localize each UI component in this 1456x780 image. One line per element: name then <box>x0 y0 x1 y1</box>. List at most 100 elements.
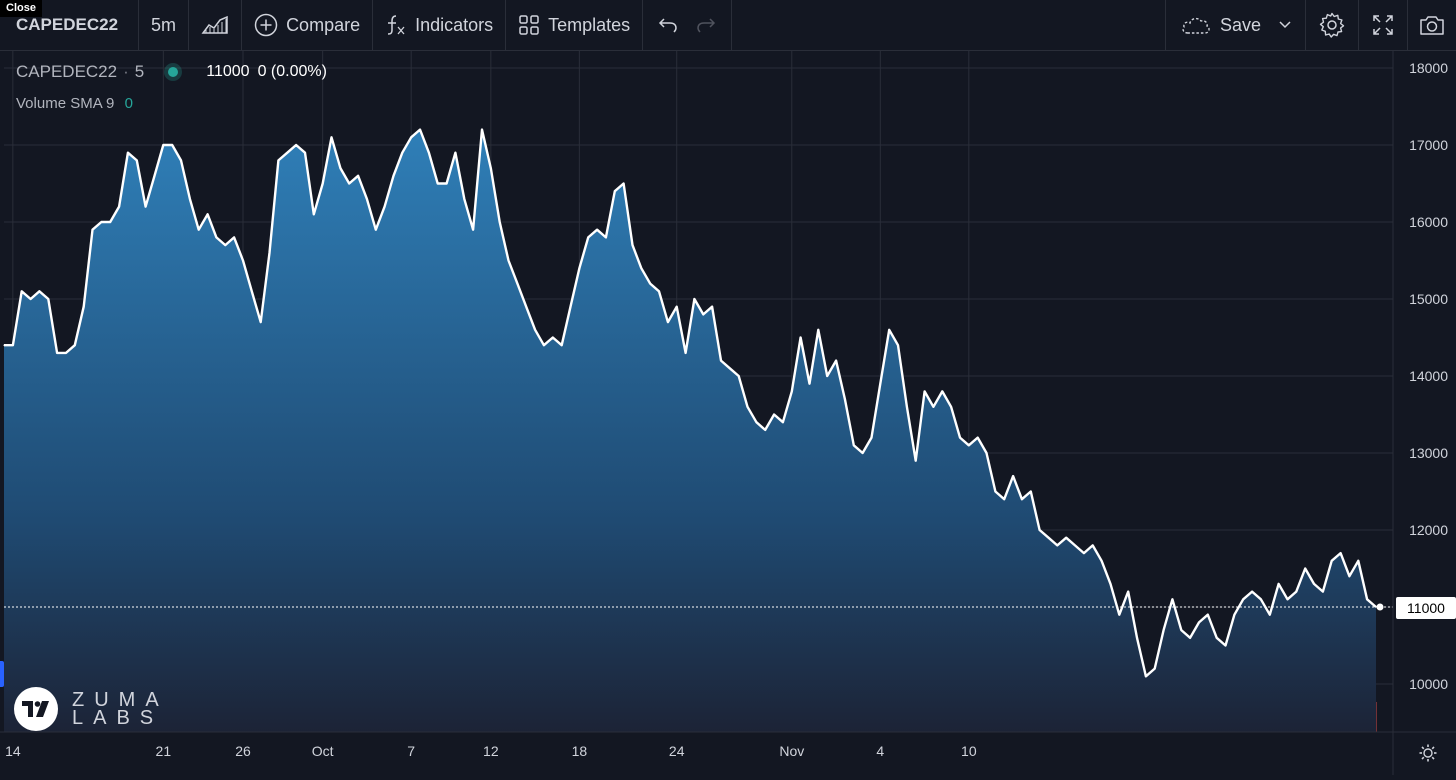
price-point <box>915 460 917 462</box>
price-point <box>251 290 253 292</box>
logo-line-2: LABS <box>72 707 164 729</box>
legend-symbol[interactable]: CAPEDEC22 <box>16 62 118 81</box>
price-point <box>1171 598 1174 600</box>
price-point <box>835 360 837 362</box>
save-button[interactable]: Save <box>1164 0 1305 50</box>
price-point <box>366 198 368 200</box>
price-point <box>1357 560 1359 562</box>
price-point <box>543 344 545 346</box>
price-point <box>658 290 660 292</box>
compare-label: Compare <box>286 14 361 35</box>
plus-circle-icon <box>254 13 278 37</box>
price-point <box>1101 560 1103 562</box>
price-point <box>1242 598 1244 600</box>
gear-icon <box>1318 11 1346 39</box>
top-toolbar: CAPEDEC22 5m Compare Indicators Template… <box>0 0 1456 51</box>
price-point <box>339 167 341 169</box>
price-point <box>702 313 704 315</box>
price-point <box>1136 637 1138 639</box>
price-point <box>693 298 696 300</box>
indicators-button[interactable]: Indicators <box>373 0 507 50</box>
price-point <box>791 390 793 392</box>
price-point <box>888 329 890 331</box>
legend-price: 11000 <box>206 63 250 80</box>
fullscreen-icon <box>1371 13 1395 37</box>
settings-button[interactable] <box>1305 0 1358 50</box>
price-point <box>357 175 359 177</box>
price-point <box>1074 544 1076 546</box>
price-point <box>277 159 279 161</box>
indicator-legend[interactable]: Volume SMA 9 0 <box>16 95 133 112</box>
price-point <box>348 182 350 185</box>
snapshot-button[interactable] <box>1407 0 1456 50</box>
price-point <box>91 229 94 231</box>
chart-area[interactable]: 18000 17000 16000 15000 14000 13000 12000 10000… <box>0 51 1456 775</box>
y-tick-label: 13000 <box>1409 445 1448 461</box>
price-point <box>419 129 421 131</box>
price-point <box>897 344 899 346</box>
price-point <box>596 229 598 231</box>
price-point <box>587 236 589 238</box>
price-point <box>224 244 226 246</box>
price-point <box>994 490 996 493</box>
price-point <box>100 221 102 223</box>
price-point <box>260 321 262 323</box>
close-button[interactable]: Close <box>0 0 42 17</box>
price-point <box>304 152 306 154</box>
price-point <box>826 375 828 377</box>
chevron-down-icon[interactable] <box>1279 21 1291 29</box>
interval-button[interactable]: 5m <box>139 0 190 50</box>
undo-icon[interactable] <box>657 16 679 34</box>
price-point <box>614 190 616 192</box>
price-point <box>684 352 687 354</box>
price-point <box>968 444 970 446</box>
chart-type-button[interactable] <box>189 0 243 50</box>
price-point <box>313 213 315 215</box>
symbol-search-button[interactable]: CAPEDEC22 <box>0 0 140 50</box>
price-point <box>1180 629 1182 631</box>
price-chart[interactable]: 18000 17000 16000 15000 14000 13000 12000 10000… <box>0 51 1456 775</box>
save-label: Save <box>1219 14 1261 35</box>
cloud-icon <box>1180 14 1212 36</box>
y-tick-label: 12000 <box>1409 522 1448 538</box>
price-point <box>47 298 49 300</box>
price-point <box>401 152 403 154</box>
price-point <box>428 152 430 154</box>
price-point <box>375 229 377 231</box>
price-point <box>56 352 58 354</box>
legend-change: 0 (0.00%) <box>257 63 327 80</box>
price-point <box>1348 575 1351 577</box>
price-point <box>746 406 749 408</box>
price-point <box>1286 598 1289 600</box>
price-point <box>729 367 731 369</box>
grid-icon <box>518 14 540 36</box>
y-tick-label: 15000 <box>1409 291 1448 307</box>
price-point <box>569 306 572 308</box>
price-point <box>817 329 819 331</box>
compare-button[interactable]: Compare <box>242 0 374 50</box>
axis-settings-icon[interactable] <box>1419 744 1437 762</box>
indicator-name: Volume SMA 9 <box>16 95 115 112</box>
price-point <box>1056 544 1058 546</box>
price-point <box>463 198 465 200</box>
templates-button[interactable]: Templates <box>506 0 644 50</box>
price-point <box>782 421 784 423</box>
price-point <box>923 390 926 392</box>
price-point <box>870 437 873 439</box>
price-point <box>640 267 642 269</box>
x-tick-label: 26 <box>235 743 251 759</box>
price-point <box>1207 614 1209 616</box>
price-point <box>1260 598 1262 600</box>
side-drawer-handle[interactable] <box>0 661 4 687</box>
price-point <box>454 152 457 154</box>
last-price-label: 11000 <box>1396 597 1456 619</box>
price-point <box>1216 637 1218 639</box>
price-point <box>941 390 943 392</box>
price-point <box>977 437 979 439</box>
fullscreen-button[interactable] <box>1358 0 1407 50</box>
price-point <box>1278 583 1280 585</box>
price-point <box>1331 560 1333 562</box>
price-point <box>773 413 775 416</box>
price-point <box>738 375 740 377</box>
redo-icon[interactable] <box>695 16 717 34</box>
